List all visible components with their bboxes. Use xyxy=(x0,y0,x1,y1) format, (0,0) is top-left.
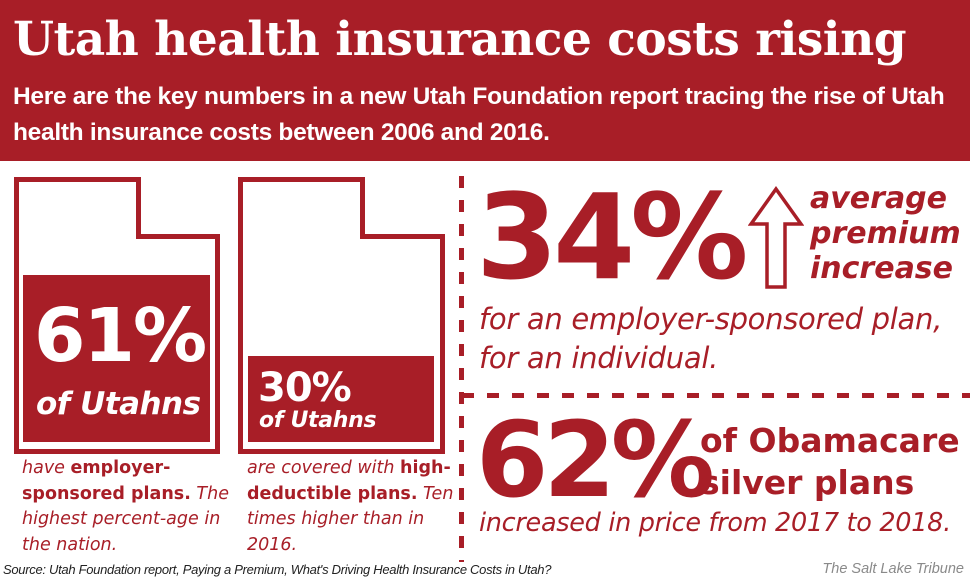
stat1-desc-post: The highest percent-age in the nation. xyxy=(22,483,229,555)
stat3-label-line: average xyxy=(810,181,948,216)
stat3-label: average premium increase xyxy=(810,181,961,286)
utah-state-shape-icon xyxy=(238,177,445,454)
page-title: Utah health insurance costs rising xyxy=(13,12,907,67)
stat3-line2: for an individual. xyxy=(479,341,719,375)
stat1-description: have employer-sponsored plans. The highe… xyxy=(22,456,232,558)
stat4-value: 62% xyxy=(476,399,715,521)
utah-state-shape-icon xyxy=(14,177,220,454)
stat3-value: 34% xyxy=(476,168,748,306)
stat2-description: are covered with high-deductible plans. … xyxy=(247,456,462,558)
up-arrow-icon xyxy=(748,186,804,289)
stat4-label-line: silver plans xyxy=(700,463,915,502)
stat1-desc-bold: employer-sponsored plans. xyxy=(22,458,191,504)
stat2-desc-pre: are covered with xyxy=(247,458,401,478)
stat3-label-line: premium xyxy=(810,216,961,251)
stat2-desc-post: Ten times higher than in 2016. xyxy=(247,483,454,555)
stat4-label: of Obamacare silver plans xyxy=(700,420,960,504)
vertical-dashed-divider xyxy=(459,176,464,562)
stat2-value: 30% xyxy=(258,365,352,411)
stat1-desc-pre: have xyxy=(22,458,71,478)
stat4-label-line: of Obamacare xyxy=(700,421,960,460)
publisher-credit: The Salt Lake Tribune xyxy=(822,561,964,577)
stat2-value-label: of Utahns xyxy=(259,408,377,433)
stat1-value: 61% xyxy=(34,293,207,379)
stat3-line1: for an employer-sponsored plan, xyxy=(479,302,942,336)
source-note: Source: Utah Foundation report, Paying a… xyxy=(3,562,552,577)
stat4-line: increased in price from 2017 to 2018. xyxy=(479,508,951,538)
stat1-value-label: of Utahns xyxy=(36,386,201,422)
stat2-desc-bold: high-deductible plans. xyxy=(247,458,451,504)
header-banner: Utah health insurance costs rising Here … xyxy=(0,0,970,161)
page-subtitle: Here are the key numbers in a new Utah F… xyxy=(13,83,945,146)
horizontal-dashed-divider xyxy=(462,393,970,398)
stat3-label-line: increase xyxy=(810,251,954,286)
